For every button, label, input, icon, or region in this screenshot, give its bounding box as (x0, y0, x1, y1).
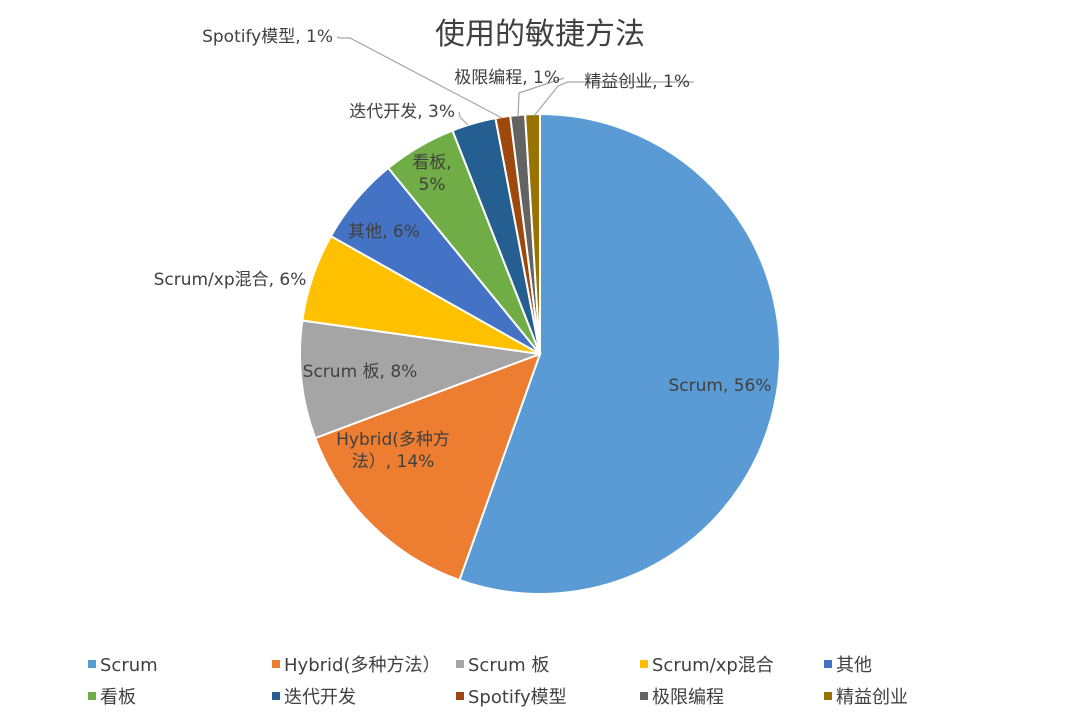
legend-swatch (824, 692, 832, 700)
data-label: 看板, 5% (412, 153, 451, 195)
legend-swatch (824, 660, 832, 668)
pie-slice (313, 352, 542, 582)
legend-swatch (456, 660, 464, 668)
data-label: 迭代开发, 3% (349, 102, 455, 122)
leader-line (533, 81, 694, 117)
legend-entry-label: 看板 (100, 687, 136, 708)
leader-line (517, 77, 565, 118)
legend-swatch (456, 692, 464, 700)
pie-slice (458, 112, 781, 595)
legend-entry-label: 其他 (836, 655, 872, 676)
leader-line (336, 36, 503, 119)
data-labels: Scrum, 56% Hybrid(多种方法）, 14% Scrum 板, 8% Sc… (154, 27, 772, 472)
legend-entry-label: 迭代开发 (284, 687, 356, 708)
legend-swatch (640, 660, 648, 668)
legend-swatch (272, 660, 280, 668)
legend-entry-label: Spotify模型 (468, 687, 567, 708)
data-label: Spotify模型, 1% (202, 27, 333, 47)
data-label: Scrum, 56% (668, 376, 771, 396)
data-label: Hybrid(多种方法）, 14% (336, 430, 450, 472)
legend-entry-label: 极限编程 (652, 687, 724, 708)
chart-title: 使用的敏捷方法 (435, 17, 645, 52)
data-label: 极限编程, 1% (454, 68, 560, 88)
leader-lines (336, 36, 694, 126)
data-label: 其他, 6% (348, 222, 420, 242)
data-label: Scrum/xp混合, 6% (154, 270, 307, 290)
legend-swatch (272, 692, 280, 700)
legend-entry-label: Scrum/xp混合 (652, 655, 774, 676)
leader-line (458, 111, 469, 126)
data-label: Scrum 板, 8% (303, 362, 418, 382)
pie-slice (524, 112, 541, 355)
pie-slices (299, 112, 781, 595)
legend-swatch (88, 660, 96, 668)
legend-entry-label: Scrum 板 (468, 655, 549, 676)
legend-entry-label: Scrum (100, 655, 158, 676)
legend-swatch (640, 692, 648, 700)
legend-entry-label: Hybrid(多种方法） (284, 655, 440, 676)
legend-swatch (88, 692, 96, 700)
pie-slice (299, 319, 541, 440)
data-label: 精益创业, 1% (584, 72, 690, 92)
legend-entry-label: 精益创业 (836, 687, 908, 708)
